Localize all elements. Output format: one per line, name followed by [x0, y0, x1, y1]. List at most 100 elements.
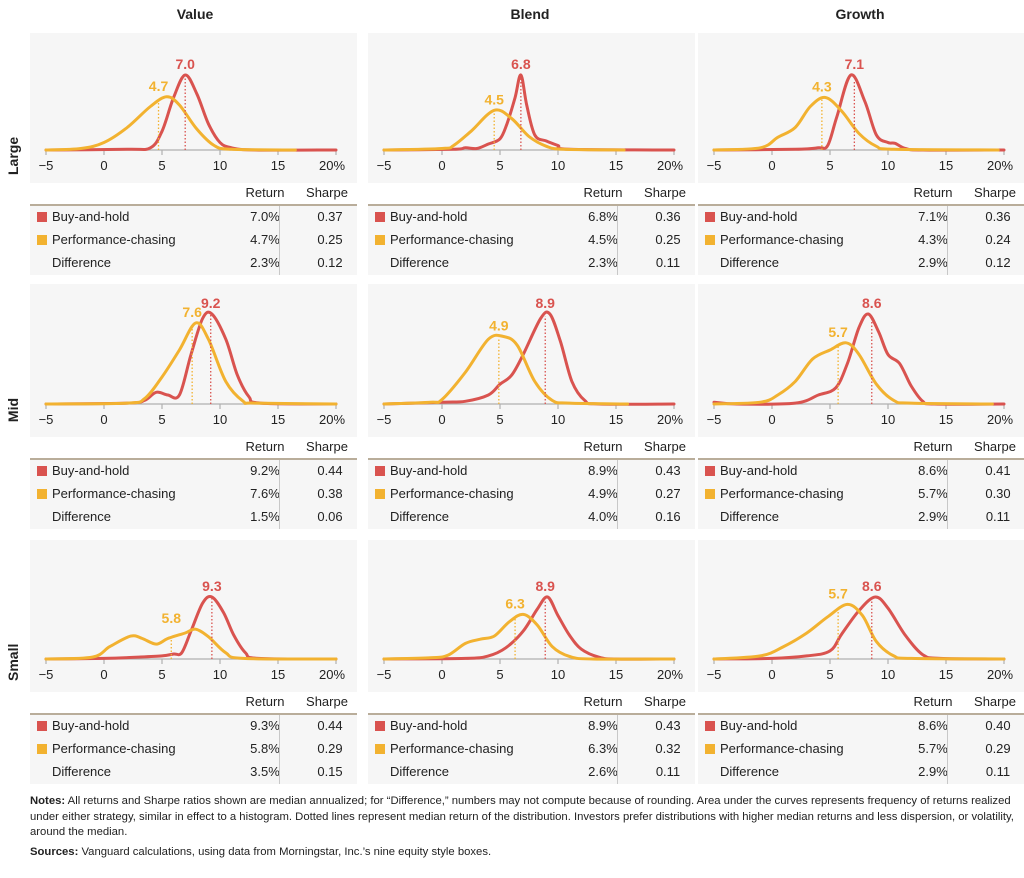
sharpe-value: 0.12	[985, 255, 1011, 270]
table-row-buy-and-hold: Buy-and-hold 8.9% 0.43	[368, 460, 695, 484]
header-divider	[698, 458, 1024, 460]
table-header: Return Sharpe	[698, 183, 1024, 203]
performance-chasing-median-label: 4.7	[149, 78, 169, 94]
stats-table: Return Sharpe Buy-and-hold 8.6% 0.41 Performa…	[698, 437, 1024, 531]
sharpe-column-header: Sharpe	[644, 185, 686, 200]
return-value: 7.0%	[250, 209, 280, 224]
stats-table: Return Sharpe Buy-and-hold 7.1% 0.36 Performa…	[698, 183, 1024, 277]
return-column-header: Return	[913, 185, 953, 200]
x-tick-label: 0	[100, 412, 107, 427]
performance-chasing-curve	[44, 321, 338, 406]
x-tick-label: −5	[707, 412, 722, 427]
performance-chasing-curve	[44, 95, 297, 152]
x-tick-label: 15	[271, 412, 285, 427]
chart-panel-large-value: −5 0 5 10 15 20% 7.0 4.7 Return Sharpe Buy-and-hol…	[30, 33, 357, 279]
performance-chasing-swatch	[37, 235, 47, 245]
table-row-performance-chasing: Performance-chasing 4.5% 0.25	[368, 229, 695, 253]
density-chart: −5 0 5 10 15 20% 8.6 5.7	[707, 578, 1014, 682]
row-label: Buy-and-hold	[720, 718, 798, 733]
x-tick-label: 15	[609, 158, 623, 173]
column-divider	[947, 460, 948, 529]
buy-and-hold-curve	[44, 73, 338, 152]
sharpe-value: 0.15	[317, 764, 343, 779]
chart-background	[698, 33, 1024, 183]
sharpe-value: 0.11	[985, 509, 1011, 524]
row-label: Performance-chasing	[52, 741, 176, 756]
chart-background	[30, 540, 357, 692]
x-tick-label: 15	[939, 412, 953, 427]
table-row-difference: Difference 2.9% 0.11	[698, 506, 1024, 529]
x-tick-label: 20%	[319, 412, 345, 427]
x-tick-label: 20%	[987, 158, 1013, 173]
row-label: Buy-and-hold	[52, 463, 130, 478]
return-column-header: Return	[245, 439, 285, 454]
header-divider	[30, 204, 357, 206]
x-tick-label: 15	[271, 667, 285, 682]
row-label: Buy-and-hold	[390, 718, 468, 733]
buy-and-hold-curve	[382, 73, 676, 152]
x-tick-label: 5	[496, 412, 503, 427]
chart-panel-small-blend: −5 0 5 10 15 20% 8.9 6.3 Return Sharpe Buy-and-hol…	[368, 540, 695, 788]
table-row-difference: Difference 1.5% 0.06	[30, 506, 357, 529]
return-value: 2.3%	[588, 255, 618, 270]
x-tick-label: 5	[496, 158, 503, 173]
sharpe-column-header: Sharpe	[306, 439, 348, 454]
performance-chasing-curve	[382, 333, 630, 406]
table-header: Return Sharpe	[368, 183, 695, 203]
performance-chasing-median-label: 4.3	[812, 79, 832, 95]
buy-and-hold-curve	[382, 310, 676, 406]
return-value: 8.6%	[918, 718, 948, 733]
sharpe-value: 0.06	[317, 509, 343, 524]
buy-and-hold-curve	[44, 595, 338, 661]
notes-paragraph: Notes: All returns and Sharpe ratios sho…	[30, 794, 1015, 841]
table-header: Return Sharpe	[30, 437, 357, 457]
stats-table: Return Sharpe Buy-and-hold 8.6% 0.40 Performa…	[698, 692, 1024, 786]
sharpe-value: 0.44	[317, 718, 343, 733]
sources-text: Vanguard calculations, using data from M…	[81, 845, 492, 858]
performance-chasing-median-label: 7.6	[182, 304, 202, 320]
row-label: Buy-and-hold	[720, 463, 798, 478]
x-tick-label: 0	[100, 667, 107, 682]
return-value: 2.6%	[588, 764, 618, 779]
buy-and-hold-swatch	[705, 212, 715, 222]
sharpe-value: 0.12	[317, 255, 343, 270]
x-tick-label: 0	[768, 412, 775, 427]
table-row-difference: Difference 3.5% 0.15	[30, 761, 357, 784]
sharpe-column-header: Sharpe	[306, 694, 348, 709]
density-chart: −5 0 5 10 15 20% 8.6 5.7	[707, 295, 1014, 427]
column-title-value: Value	[176, 6, 214, 22]
x-tick-label: 5	[826, 158, 833, 173]
density-chart: −5 0 5 10 15 20% 7.1 4.3	[707, 56, 1014, 173]
buy-and-hold-swatch	[375, 721, 385, 731]
return-value: 3.5%	[250, 764, 280, 779]
x-tick-label: −5	[39, 158, 54, 173]
performance-chasing-median-label: 6.3	[505, 595, 525, 611]
sources-paragraph: Sources: Vanguard calculations, using da…	[30, 845, 1015, 861]
density-chart: −5 0 5 10 15 20% 7.0 4.7	[39, 56, 346, 173]
chart-panel-large-blend: −5 0 5 10 15 20% 6.8 4.5 Return Sharpe Buy-and-hol…	[368, 33, 695, 279]
buy-and-hold-median-label: 7.0	[175, 56, 195, 72]
sharpe-value: 0.11	[985, 764, 1011, 779]
performance-chasing-swatch	[705, 744, 715, 754]
table-row-performance-chasing: Performance-chasing 5.8% 0.29	[30, 738, 357, 762]
row-label: Performance-chasing	[390, 486, 514, 501]
sharpe-value: 0.43	[655, 718, 681, 733]
table-row-buy-and-hold: Buy-and-hold 6.8% 0.36	[368, 206, 695, 230]
performance-chasing-median-label: 5.7	[828, 585, 848, 601]
sharpe-value: 0.11	[655, 764, 681, 779]
performance-chasing-median-label: 5.8	[162, 610, 182, 626]
x-tick-label: 0	[100, 158, 107, 173]
return-column-header: Return	[583, 185, 623, 200]
x-tick-label: 15	[609, 412, 623, 427]
table-row-performance-chasing: Performance-chasing 7.6% 0.38	[30, 483, 357, 507]
buy-and-hold-swatch	[37, 721, 47, 731]
x-tick-label: 0	[438, 412, 445, 427]
buy-and-hold-median-label: 8.9	[536, 295, 556, 311]
row-label: Performance-chasing	[52, 232, 176, 247]
notes-label: Notes:	[30, 795, 66, 807]
row-label: Performance-chasing	[720, 741, 844, 756]
return-value: 8.6%	[918, 463, 948, 478]
column-divider	[617, 460, 618, 529]
chart-panel-small-value: −5 0 5 10 15 20% 9.3 5.8 Return Sharpe Buy-and-hol…	[30, 540, 357, 788]
stats-table: Return Sharpe Buy-and-hold 9.3% 0.44 Performa…	[30, 692, 357, 786]
